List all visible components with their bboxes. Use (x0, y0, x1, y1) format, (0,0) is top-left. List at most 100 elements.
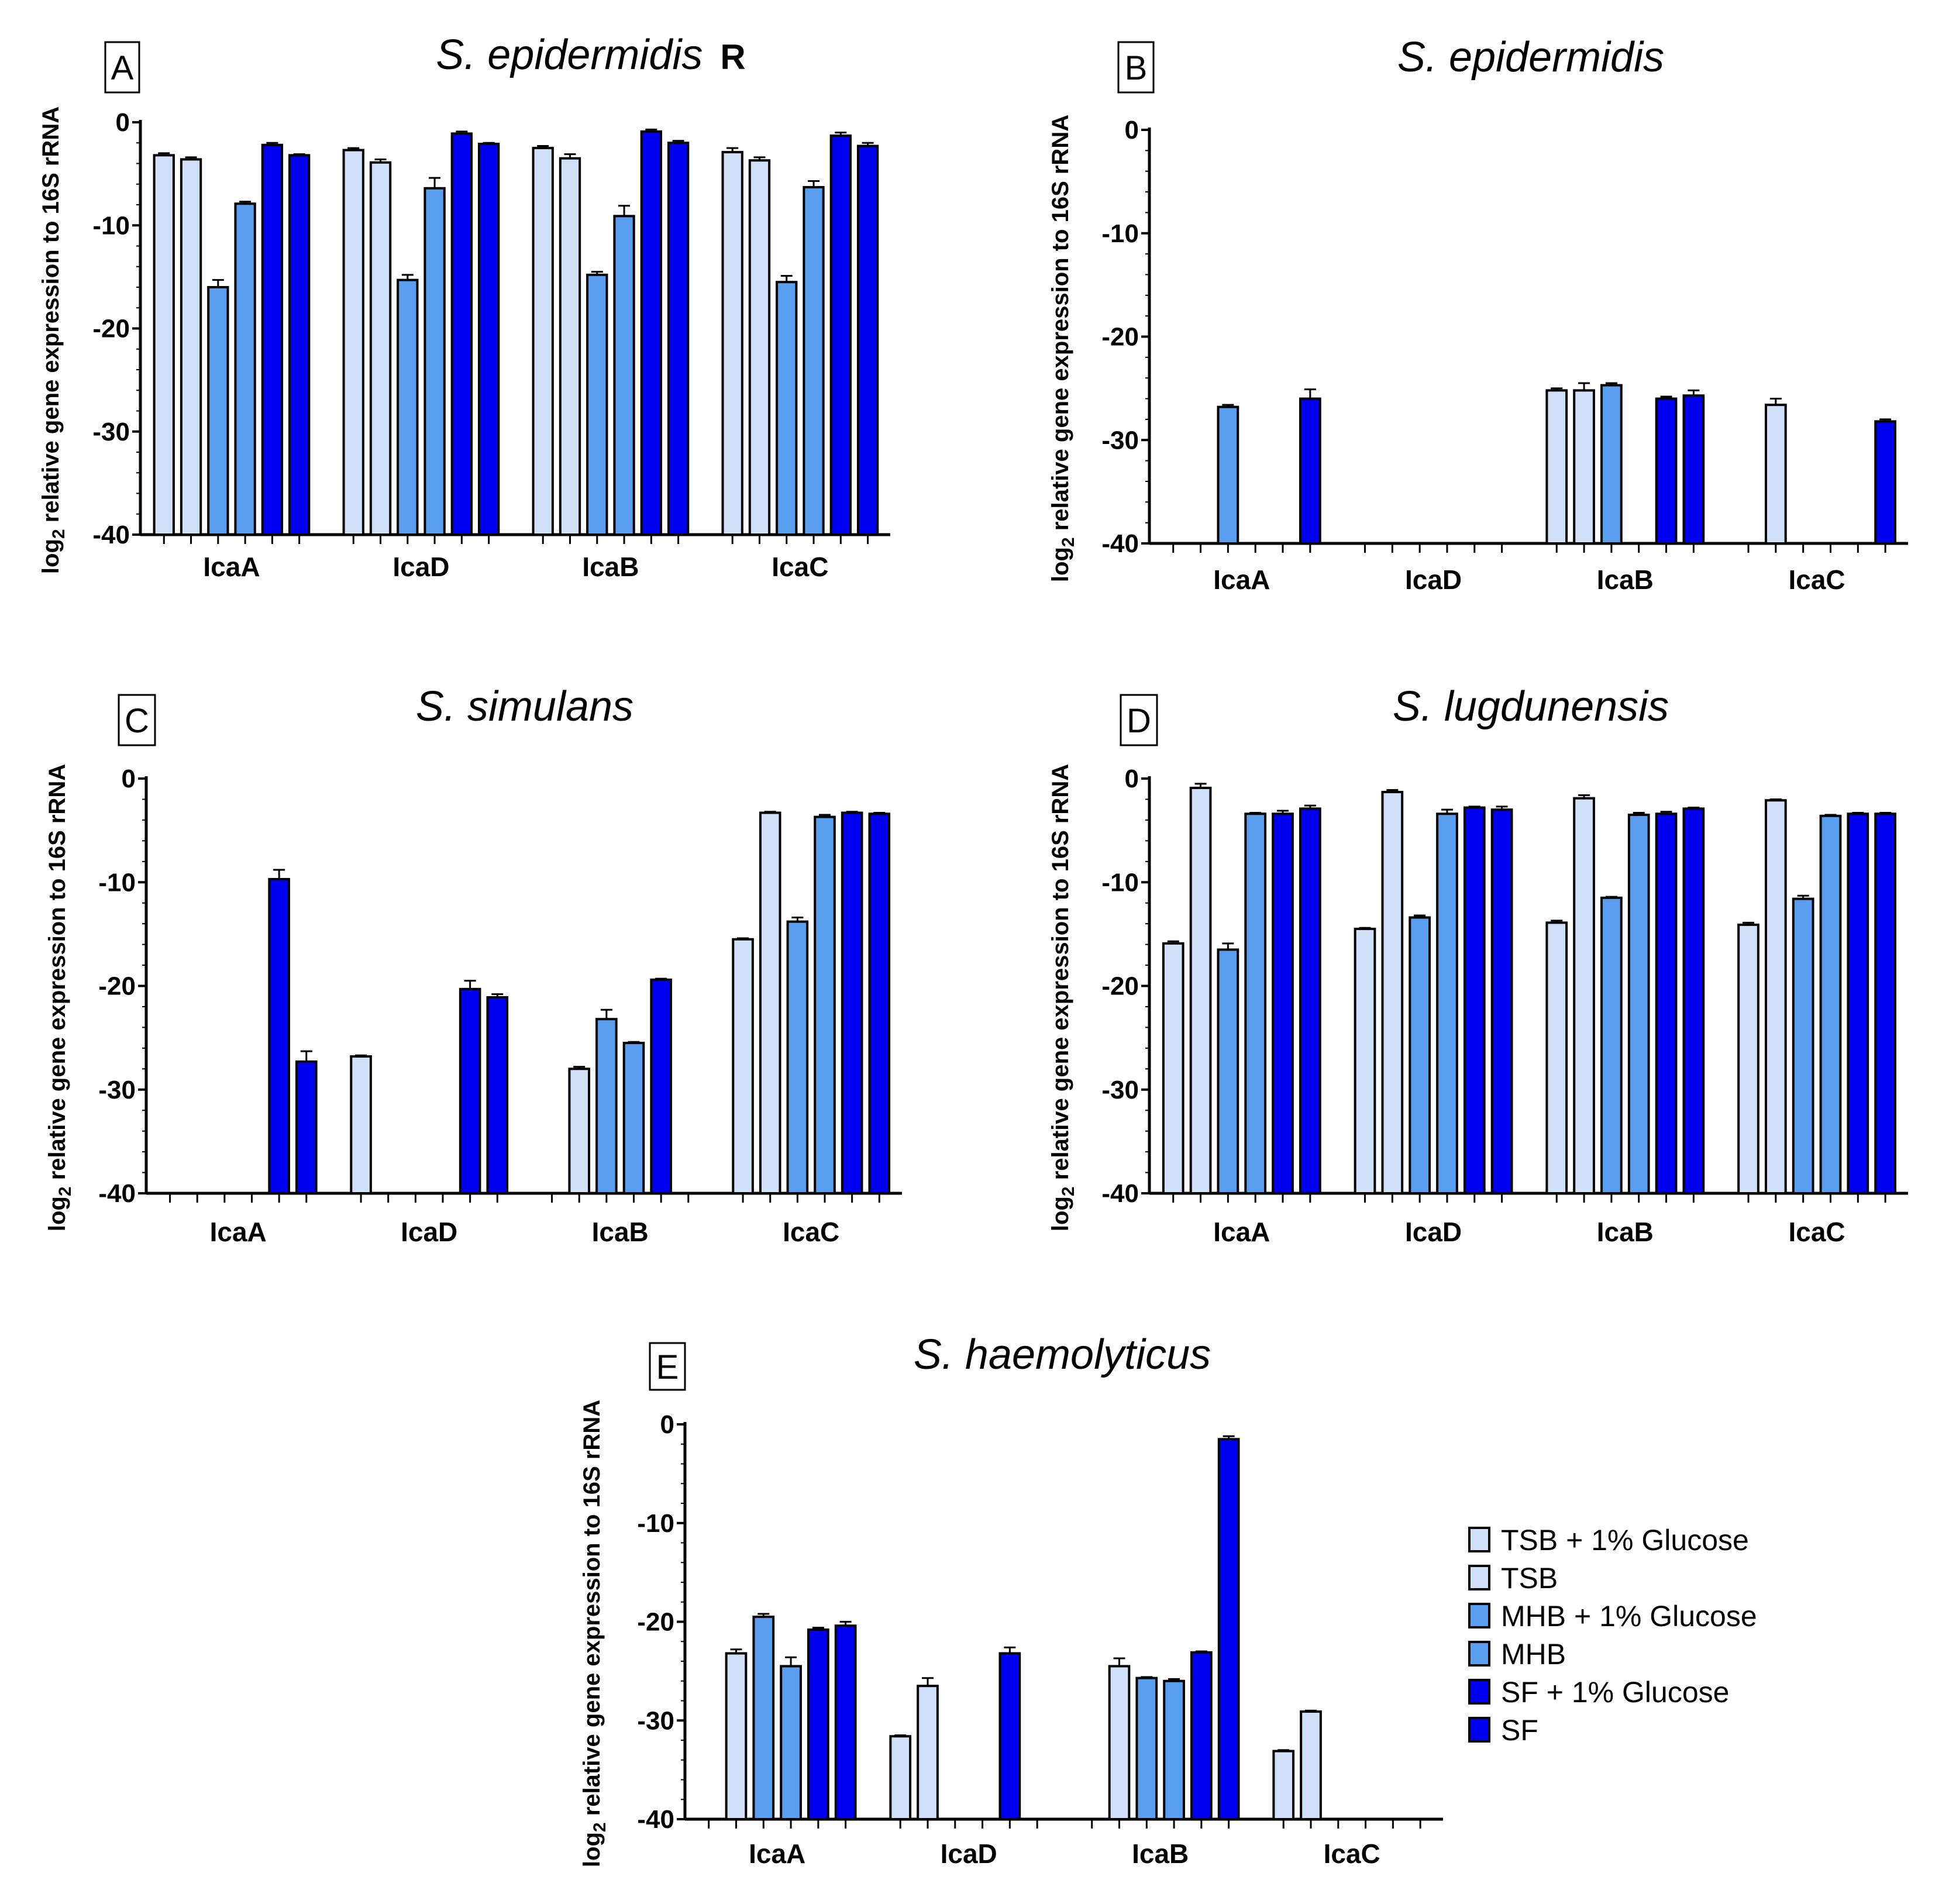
panel-letter: E (656, 1348, 679, 1386)
bar-IcaB-mhb-1-glucose (586, 273, 608, 536)
bar-IcaA-sf (834, 1624, 857, 1820)
bar-IcaD-tsb-1-glucose (889, 1735, 912, 1820)
bar-IcaA-mhb (234, 202, 256, 536)
bar-IcaC-tsb (759, 811, 781, 1195)
panel-title: S. haemolyticus (914, 1331, 1211, 1378)
panel-letter: C (125, 702, 149, 740)
x-category-label: IcaD (1405, 564, 1462, 595)
y-axis-label: log2 relative gene expression to 16S rRN… (579, 1400, 610, 1867)
x-category-label: IcaC (1788, 1217, 1845, 1247)
x-category-label: IcaD (1405, 1217, 1462, 1247)
y-tick-label: -40 (1101, 529, 1139, 558)
bar-IcaD-sf (486, 996, 509, 1195)
bar-IcaD-mhb-1-glucose (397, 278, 419, 536)
panel-title-suffix: R (720, 37, 745, 77)
bar-IcaD-tsb-1-glucose (1354, 928, 1376, 1194)
panel-title: S. epidermidis R (436, 32, 746, 78)
panel-title-species: S. lugdunensis (1393, 683, 1669, 730)
bar-IcaC-tsb (1764, 404, 1787, 545)
bar-IcaA-sf (1299, 807, 1321, 1194)
x-category-label: IcaA (1213, 564, 1270, 595)
bar-IcaA-sf (295, 1060, 318, 1194)
bar-IcaA-mhb-1-glucose (207, 286, 229, 536)
bar-IcaC-sf (868, 812, 891, 1194)
y-tick-label: 0 (1125, 116, 1139, 144)
x-category-label: IcaA (203, 552, 260, 582)
bar-IcaC-mhb-1-glucose (776, 281, 798, 536)
x-category-label: IcaA (1213, 1217, 1270, 1247)
legend-label: TSB + 1% Glucose (1501, 1524, 1749, 1557)
bar-IcaA-mhb-1-glucose (752, 1616, 775, 1820)
panel-B: B S. epidermidis log2 relative gene expres… (1048, 34, 1908, 595)
bar-IcaD-tsb (1381, 791, 1404, 1194)
y-axis-label-subscript: 2 (590, 1822, 610, 1832)
bar-IcaA-sf (288, 154, 311, 536)
legend-item: MHB + 1% Glucose (1468, 1600, 1757, 1633)
bar-IcaD-sf (477, 143, 500, 536)
bar-IcaB-mhb (1163, 1679, 1185, 1820)
x-category-label: IcaA (749, 1838, 805, 1869)
x-category-label: IcaC (1324, 1838, 1380, 1869)
bar-IcaD-sf-1-glucose (459, 987, 481, 1194)
y-axis-label: log2 relative gene expression to 16S rRN… (1048, 764, 1078, 1231)
y-tick-label: -20 (92, 315, 130, 343)
bar-IcaA-tsb-1-glucose (153, 154, 175, 536)
bar-IcaB-sf (1217, 1438, 1240, 1820)
y-axis-label-subscript: 2 (1059, 1186, 1078, 1196)
x-category-label: IcaA (210, 1217, 267, 1247)
bar-IcaC-sf (1874, 812, 1896, 1194)
panel-letter: D (1127, 702, 1151, 740)
bar-IcaD-sf (1490, 808, 1513, 1195)
x-category-label: IcaC (1788, 564, 1845, 595)
y-tick-label: -30 (98, 1076, 136, 1104)
bar-IcaC-tsb (1764, 799, 1787, 1195)
legend-label: SF (1501, 1714, 1538, 1747)
bar-IcaA-mhb (1244, 812, 1267, 1194)
bar-IcaB-mhb (622, 1041, 645, 1195)
y-tick-label: -30 (1101, 426, 1139, 455)
y-tick-label: -10 (1101, 219, 1139, 248)
x-category-label: IcaB (592, 1217, 649, 1247)
legend-swatch (1468, 1641, 1490, 1667)
panel-letter-box (118, 694, 156, 746)
bar-IcaA-mhb-1-glucose (1217, 405, 1239, 545)
y-tick-label: -10 (92, 211, 130, 240)
bar-IcaC-mhb-1-glucose (1792, 897, 1814, 1194)
y-tick-label: -10 (98, 868, 136, 897)
bar-IcaC-sf-1-glucose (841, 811, 863, 1195)
bar-IcaC-tsb (748, 159, 771, 536)
y-tick-label: -10 (637, 1509, 674, 1538)
x-category-label: IcaB (1597, 1217, 1654, 1247)
bar-IcaC-tsb-1-glucose (721, 151, 743, 536)
bar-IcaB-mhb (1627, 814, 1650, 1194)
y-axis-label: log2 relative gene expression to 16S rRN… (38, 106, 68, 574)
bar-IcaA-mhb-1-glucose (1217, 948, 1239, 1195)
y-tick-label: -20 (1101, 972, 1139, 1001)
bar-IcaC-tsb-1-glucose (732, 938, 754, 1195)
x-category-label: IcaC (772, 552, 828, 582)
bar-IcaB-mhb-1-glucose (1135, 1676, 1158, 1820)
bar-IcaB-sf-1-glucose (1655, 812, 1678, 1194)
legend-swatch (1468, 1679, 1490, 1705)
bar-IcaB-mhb-1-glucose (595, 1018, 618, 1194)
bar-IcaB-sf-1-glucose (650, 978, 672, 1194)
y-axis-label-subscript: 2 (49, 529, 68, 539)
legend-label: TSB (1501, 1562, 1558, 1595)
y-tick-label: 0 (1125, 765, 1139, 793)
bar-IcaD-sf-1-glucose (998, 1652, 1021, 1820)
bar-IcaA-tsb-1-glucose (1162, 942, 1184, 1194)
x-category-label: IcaD (401, 1217, 457, 1247)
y-tick-label: -20 (98, 972, 136, 1001)
legend-swatch (1468, 1565, 1490, 1590)
bar-IcaC-tsb-1-glucose (1272, 1750, 1295, 1820)
y-tick-label: 0 (122, 765, 136, 793)
bar-IcaB-mhb-1-glucose (1600, 384, 1623, 545)
panel-title-species: S. epidermidis (436, 32, 703, 78)
bar-IcaB-sf (667, 142, 690, 536)
legend-label: SF + 1% Glucose (1501, 1676, 1729, 1709)
bar-IcaC-sf-1-glucose (829, 134, 852, 536)
panel-letter: B (1125, 49, 1148, 87)
bar-IcaA-tsb (725, 1652, 748, 1820)
